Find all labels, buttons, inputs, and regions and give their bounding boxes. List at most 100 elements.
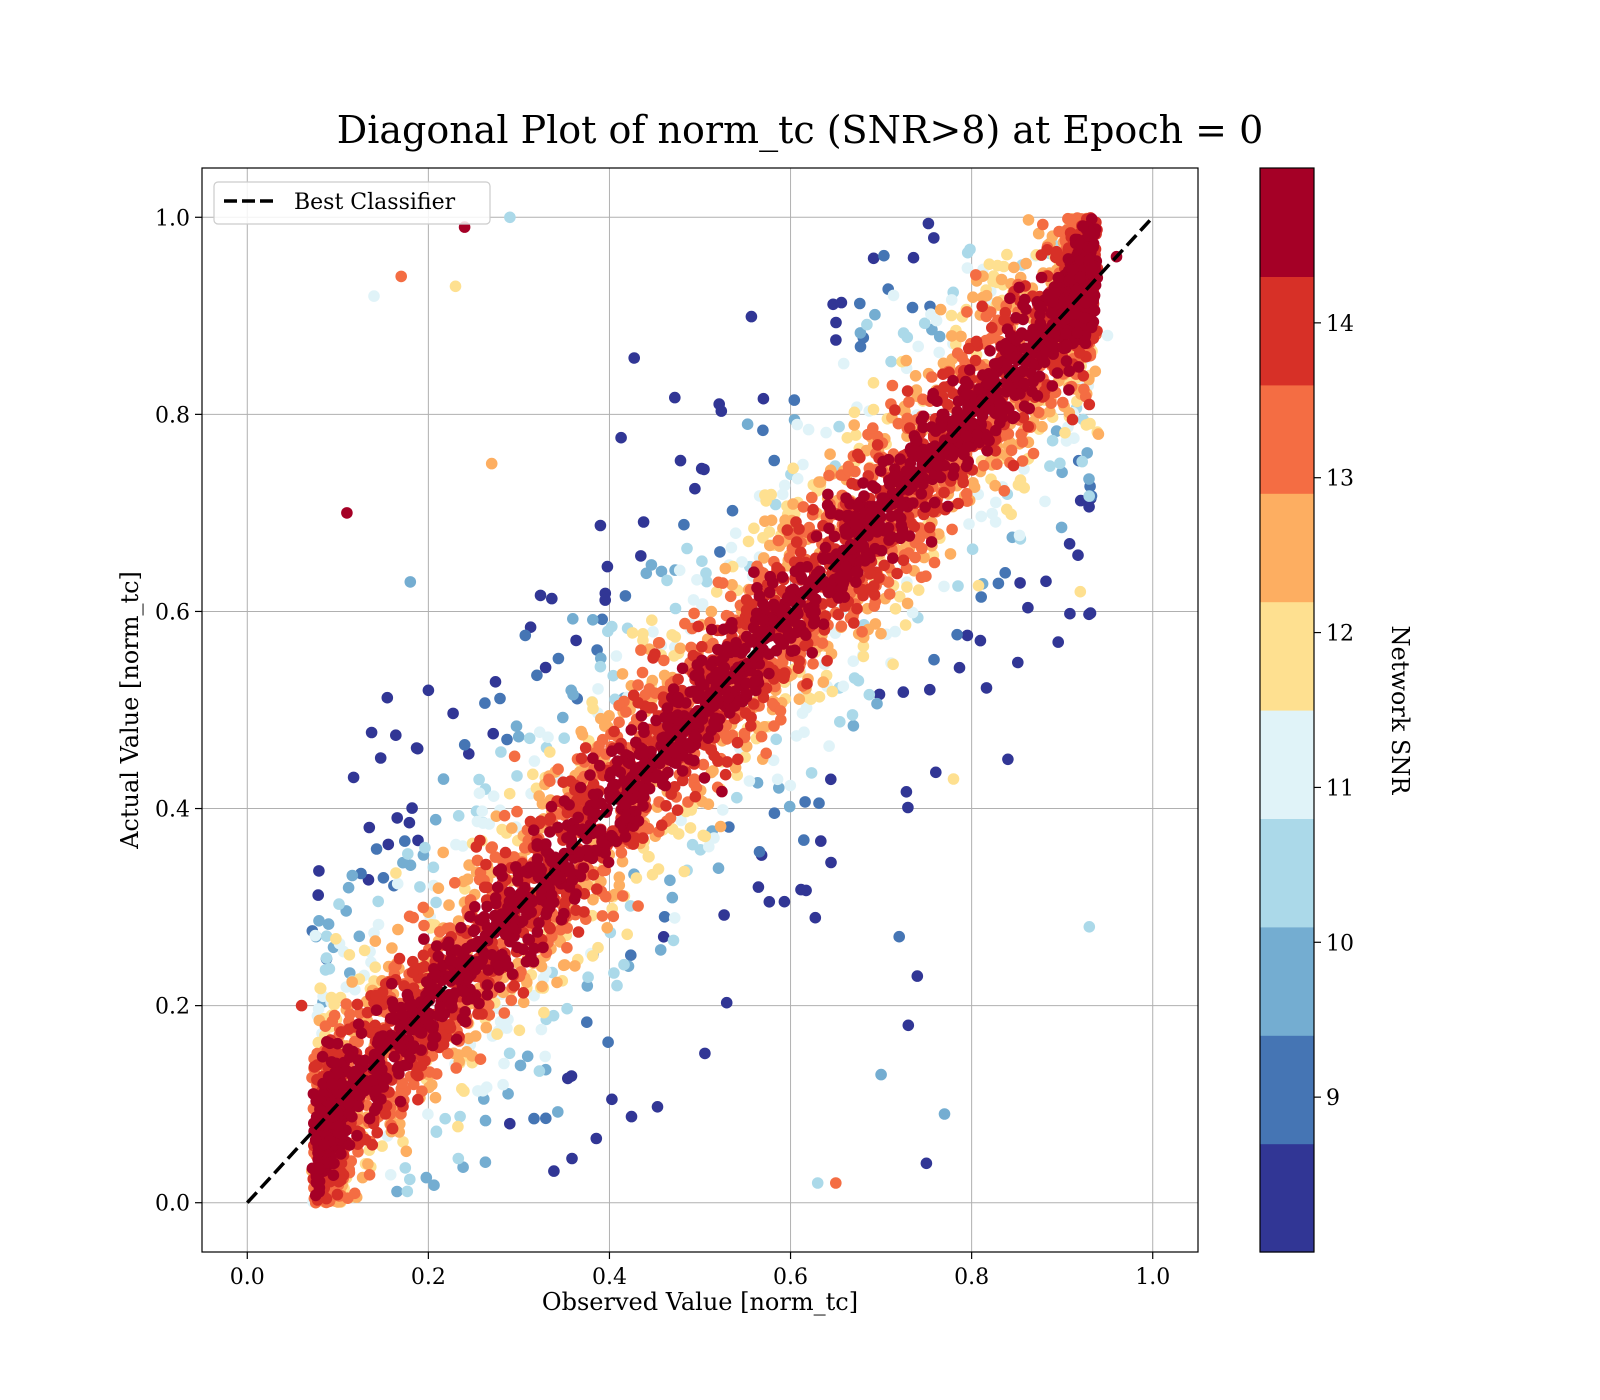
scatter-point <box>441 939 453 952</box>
scatter-point <box>369 961 382 973</box>
scatter-point <box>721 641 733 653</box>
scatter-point <box>365 1026 377 1039</box>
scatter-point <box>327 1169 340 1181</box>
scatter-point <box>686 838 699 851</box>
scatter-point <box>1016 436 1029 448</box>
scatter-point <box>758 552 770 564</box>
scatter-point <box>776 488 789 501</box>
scatter-point <box>442 1047 454 1060</box>
scatter-point <box>536 980 548 993</box>
scatter-point <box>864 525 877 537</box>
scatter-point <box>608 725 620 738</box>
scatter-point <box>971 429 983 441</box>
scatter-point <box>766 697 779 710</box>
scatter-point <box>599 594 611 606</box>
scatter-point <box>514 1059 527 1072</box>
scatter-point <box>763 526 776 538</box>
scatter-point <box>678 518 690 531</box>
scatter-point <box>908 520 921 533</box>
scatter-point <box>731 736 744 749</box>
scatter-point <box>708 832 720 844</box>
scatter-point <box>651 1101 664 1113</box>
scatter-point <box>542 731 554 743</box>
scatter-point <box>700 575 713 588</box>
scatter-point <box>1002 428 1015 440</box>
scatter-point <box>889 603 902 615</box>
scatter-point <box>966 543 979 555</box>
scatter-point <box>493 981 506 993</box>
scatter-point <box>528 989 540 1002</box>
scatter-point <box>692 620 704 633</box>
scatter-point <box>630 872 643 884</box>
scatter-point <box>425 978 438 991</box>
scatter-point <box>771 773 784 786</box>
scatter-point <box>830 334 842 346</box>
scatter-point <box>824 448 836 461</box>
scatter-point <box>531 926 544 938</box>
scatter-point <box>672 673 684 686</box>
scatter-point <box>558 732 570 744</box>
scatter-point <box>972 579 985 592</box>
scatter-point <box>544 826 556 838</box>
scatter-point <box>980 682 993 694</box>
scatter-point <box>901 385 914 397</box>
scatter-point <box>834 716 846 728</box>
scatter-point <box>479 1156 492 1168</box>
scatter-point <box>591 798 603 810</box>
scatter-point <box>544 775 556 787</box>
scatter-point <box>309 929 322 942</box>
scatter-point <box>915 414 928 427</box>
scatter-point <box>757 392 770 405</box>
scatter-point <box>638 726 650 738</box>
scatter-point <box>696 555 708 567</box>
scatter-point <box>696 598 709 610</box>
scatter-point <box>981 432 994 444</box>
scatter-point <box>901 412 914 425</box>
scatter-point <box>322 918 335 930</box>
scatter-point <box>362 1158 374 1170</box>
scatter-point <box>614 766 627 779</box>
scatter-point <box>595 712 607 725</box>
scatter-point <box>355 867 367 880</box>
scatter-point <box>519 629 532 642</box>
scatter-point <box>369 935 382 947</box>
scatter-point <box>594 660 607 673</box>
scatter-point <box>678 865 691 878</box>
scatter-point <box>613 871 626 883</box>
scatter-point <box>376 1140 388 1152</box>
scatter-point <box>417 949 430 962</box>
scatter-point <box>889 625 901 638</box>
scatter-point <box>498 1007 511 1019</box>
scatter-point <box>924 521 936 534</box>
scatter-point <box>531 840 544 852</box>
scatter-point <box>403 910 416 923</box>
scatter-point <box>1026 385 1038 398</box>
scatter-point <box>945 309 958 322</box>
scatter-point <box>664 874 676 887</box>
scatter-point <box>961 629 974 642</box>
scatter-point <box>823 469 835 482</box>
scatter-point <box>619 590 632 602</box>
scatter-point <box>406 802 418 814</box>
scatter-point <box>430 940 443 952</box>
scatter-point <box>764 570 776 583</box>
scatter-point <box>857 477 869 489</box>
scatter-point <box>524 861 537 873</box>
scatter-point <box>449 877 461 889</box>
scatter-point <box>607 910 620 923</box>
scatter-point <box>724 590 737 603</box>
scatter-point <box>393 952 406 965</box>
scatter-point <box>897 554 910 567</box>
scatter-point <box>615 431 627 444</box>
scatter-point <box>569 960 581 972</box>
scatter-point <box>330 1057 343 1070</box>
scatter-point <box>984 306 997 318</box>
scatter-point <box>1022 420 1034 433</box>
scatter-point <box>576 729 589 741</box>
scatter-point <box>745 310 758 323</box>
scatter-point <box>608 967 620 979</box>
scatter-point <box>851 602 863 615</box>
scatter-point <box>902 801 914 814</box>
scatter-point <box>705 659 717 671</box>
scatter-point <box>587 752 599 764</box>
